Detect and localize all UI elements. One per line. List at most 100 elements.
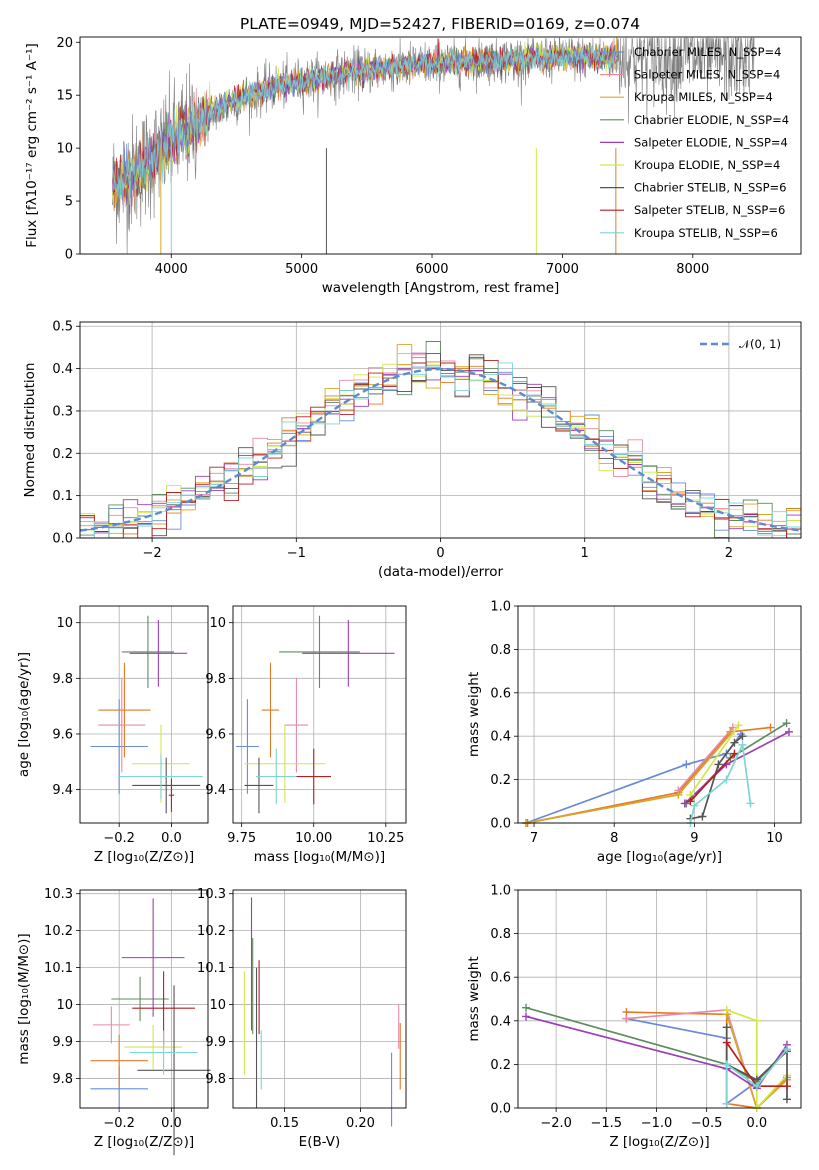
mass-weight-series-line	[525, 733, 742, 824]
plus-marker	[782, 719, 791, 728]
axes-frame	[79, 889, 209, 1109]
mass-weight-series-line	[689, 753, 736, 802]
y-tick-label: 15	[56, 89, 73, 104]
y-axis-label: Normed distribution	[22, 363, 38, 498]
x-tick-label: 0.0	[161, 831, 182, 846]
axes-frame	[232, 889, 407, 1109]
y-tick-label: 0.2	[490, 1058, 511, 1073]
y-tick-label: 0.4	[490, 730, 511, 745]
plus-marker	[722, 1099, 731, 1108]
plus-marker	[766, 723, 775, 732]
x-tick-label: −2	[143, 546, 162, 561]
x-tick-label: 7	[530, 831, 538, 846]
x-tick-label: 9	[690, 831, 698, 846]
legend-label: Chabrier MILES, N_SSP=4	[634, 45, 781, 59]
plus-marker	[752, 1016, 761, 1025]
y-tick-label: 0.5	[52, 320, 73, 335]
legend-label: Salpeter STELIB, N_SSP=6	[634, 203, 785, 217]
y-tick-label: 9.8	[205, 672, 226, 687]
legend-label: Salpeter MILES, N_SSP=4	[634, 68, 780, 82]
legend-label: Kroupa STELIB, N_SSP=6	[634, 226, 778, 240]
plus-marker	[722, 1038, 731, 1047]
y-tick-label: 9.8	[205, 1072, 226, 1087]
plus-marker	[690, 801, 699, 810]
y-tick-label: 0.8	[490, 927, 511, 942]
plus-marker	[738, 740, 747, 749]
plus-marker	[734, 721, 743, 730]
plus-marker	[680, 799, 689, 808]
plus-marker	[730, 738, 739, 747]
x-tick-label: −1.5	[591, 1116, 623, 1131]
y-axis-label: mass weight	[466, 956, 482, 1041]
y-tick-label: 20	[56, 36, 73, 51]
y-tick-label: 0.6	[490, 971, 511, 986]
legend-label: 𝒩(0, 1)	[739, 337, 781, 351]
x-tick-label: 0.0	[747, 1116, 768, 1131]
plus-marker	[522, 1003, 531, 1012]
y-tick-label: 10.3	[44, 887, 73, 902]
y-tick-label: 5	[65, 195, 73, 210]
age-vs-mass-panel: 9.75 10.00 10.25 9.4 9.6 9.8 10 mass [log₁₀(M/M…	[205, 605, 407, 865]
plus-marker	[782, 1082, 791, 1091]
y-tick-label: 9.9	[205, 1035, 226, 1050]
x-tick-label: 8	[610, 831, 618, 846]
y-tick-label: 0.6	[490, 686, 511, 701]
plus-marker	[698, 812, 707, 821]
y-tick-label: 0.3	[52, 404, 73, 419]
x-tick-label: 0.15	[270, 1116, 299, 1131]
plus-marker	[730, 749, 739, 758]
x-tick-label: −0.2	[103, 831, 135, 846]
y-tick-label: 0.2	[52, 447, 73, 462]
y-axis-label: Flux [fλ10⁻¹⁷ erg cm⁻² s⁻¹ A⁻¹]	[24, 43, 40, 248]
axes-frame	[79, 36, 802, 255]
x-tick-label: −1	[287, 546, 306, 561]
x-tick-label: 0.20	[346, 1116, 375, 1131]
x-tick-label: 0.0	[161, 1116, 182, 1131]
y-tick-label: 0	[65, 248, 73, 263]
x-axis-label: Z [log₁₀(Z/Z⊙)]	[609, 1134, 709, 1150]
y-tick-label: 0.1	[52, 489, 73, 504]
plus-marker	[682, 760, 691, 769]
x-tick-label: 5000	[285, 262, 318, 277]
y-tick-label: 0.0	[52, 532, 73, 547]
model-spectrum-line	[112, 40, 618, 204]
plus-marker	[522, 1012, 531, 1021]
y-tick-label: 0.2	[490, 773, 511, 788]
histogram-series	[80, 356, 801, 539]
y-tick-label: 9.6	[205, 727, 226, 742]
age-vs-metallicity-panel: −0.2 0.0 9.4 9.6 9.8 10 Z [log₁₀(Z/Z⊙)] age [lo…	[16, 605, 209, 865]
y-tick-label: 10.1	[44, 961, 73, 976]
legend-label: Chabrier STELIB, N_SSP=6	[634, 181, 786, 195]
plus-marker	[674, 790, 683, 799]
y-tick-label: 10	[209, 616, 226, 631]
mass-weight-series-line	[726, 1009, 788, 1111]
legend-label: Kroupa ELODIE, N_SSP=4	[634, 158, 780, 172]
mass-weight-series-line	[677, 726, 734, 792]
y-tick-label: 10.2	[44, 924, 73, 939]
legend-label: Chabrier ELODIE, N_SSP=4	[634, 113, 789, 127]
y-tick-label: 0.8	[490, 643, 511, 658]
x-tick-label: 10.00	[295, 831, 332, 846]
normal-reference-curve	[79, 367, 802, 532]
y-tick-label: 10.1	[197, 961, 226, 976]
observed-spectrum-line	[112, 36, 755, 255]
y-tick-label: 0.0	[490, 1102, 511, 1117]
y-tick-label: 10	[56, 998, 73, 1013]
plus-marker	[722, 775, 731, 784]
mass-weight-series-line	[689, 724, 740, 796]
mass-weight-series-line	[527, 726, 771, 824]
legend-label: Kroupa MILES, N_SSP=4	[634, 90, 773, 104]
y-tick-label: 10.3	[197, 887, 226, 902]
x-axis-label: Z [log₁₀(Z/Z⊙)]	[94, 849, 194, 865]
y-axis-label: mass [log₁₀(M/M⊙)]	[16, 933, 32, 1064]
x-tick-label: 9.75	[227, 831, 256, 846]
y-tick-label: 9.6	[52, 727, 73, 742]
x-tick-label: −1.0	[641, 1116, 673, 1131]
y-axis-label: mass weight	[466, 672, 482, 757]
y-tick-label: 10	[56, 616, 73, 631]
x-tick-label: −0.5	[691, 1116, 723, 1131]
plus-marker	[784, 727, 793, 736]
y-tick-label: 9.4	[205, 783, 226, 798]
mass-vs-reddening-panel: 0.15 0.20 9.8 9.9 10 10.1 10.2 10.3 E(B-V)	[197, 887, 407, 1150]
mass-weight-series-line	[725, 1048, 788, 1104]
